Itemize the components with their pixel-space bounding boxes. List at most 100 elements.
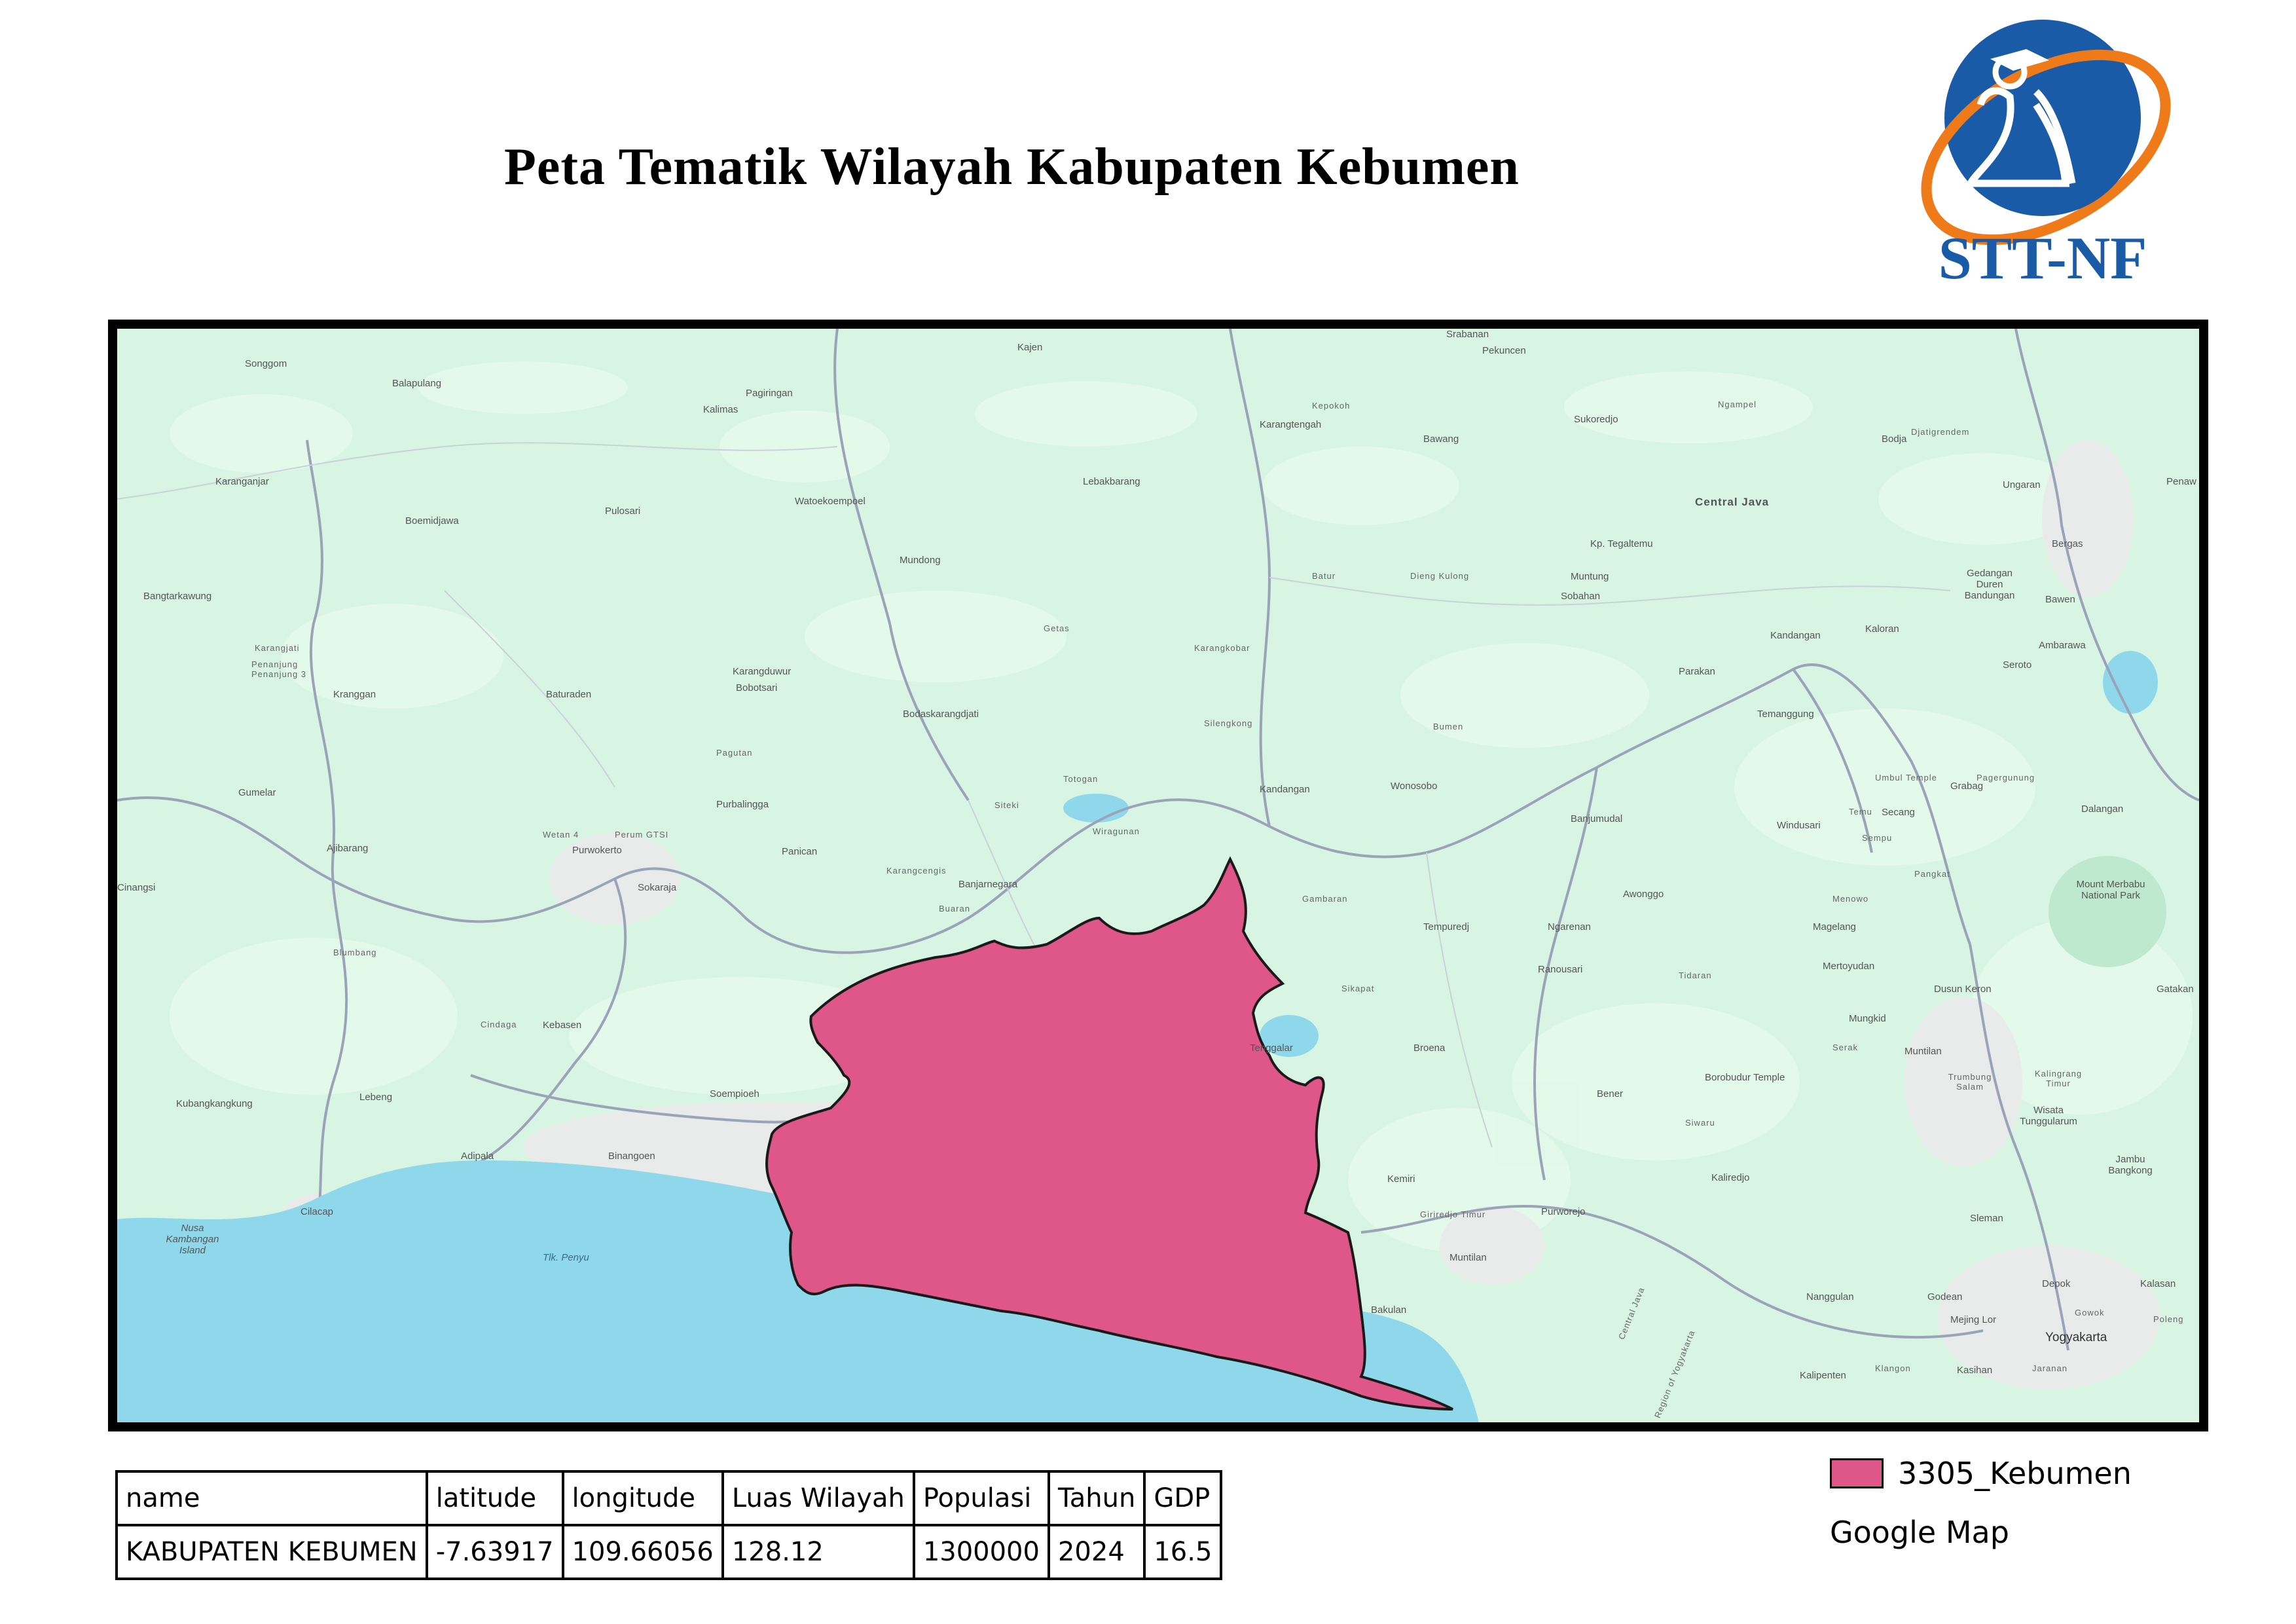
place-label: Sobahan: [1561, 591, 1601, 602]
place-label: Parakan: [1679, 666, 1715, 677]
place-label: Ranousari: [1538, 964, 1583, 975]
place-label: Sleman: [1970, 1213, 2003, 1224]
place-label: Silengkong: [1204, 718, 1253, 728]
place-label: Tlk. Penyu: [543, 1252, 589, 1263]
place-label: Banjumudal: [1571, 813, 1623, 824]
table-cell: KABUPATEN KEBUMEN: [115, 1524, 428, 1580]
column-header: latitude: [425, 1470, 564, 1526]
place-label: Gumelar: [238, 787, 276, 798]
place-label: Ambarawa: [2039, 640, 2086, 651]
place-label: Menowo: [1832, 894, 1869, 904]
place-label: Kajen: [1017, 342, 1043, 353]
place-label: Adipala: [461, 1151, 494, 1162]
place-label: Muntilan: [1904, 1046, 1942, 1057]
place-label: Umbul Temple: [1875, 773, 1937, 783]
place-label: Dieng Kulong: [1410, 571, 1470, 581]
place-label: Perum GTSI: [615, 830, 669, 840]
place-label: Purbalingga: [716, 799, 769, 810]
place-label: Banjarnegara: [958, 879, 1018, 890]
column-header: Luas Wilayah: [721, 1470, 915, 1526]
table-cell: 2024: [1047, 1524, 1146, 1580]
place-label: Muntung: [1571, 571, 1609, 582]
table-cell: 1300000: [912, 1524, 1050, 1580]
place-label: Bakulan: [1371, 1304, 1407, 1316]
place-label: Kalingrang Timur: [2034, 1069, 2083, 1088]
place-label: Kemiri: [1387, 1173, 1415, 1185]
place-label: Kaliredjo: [1711, 1172, 1750, 1183]
place-label: Blumbang: [333, 948, 377, 957]
place-label: Muntilan: [1449, 1252, 1487, 1263]
kebumen-region[interactable]: [765, 856, 1453, 1411]
place-label: Gambaran: [1302, 894, 1348, 904]
place-label: Wonosobo: [1391, 781, 1438, 792]
place-label: Dusun Keron: [1934, 984, 1992, 995]
place-label: Srabanan: [1446, 329, 1489, 340]
place-label: Kasihan: [1957, 1365, 1993, 1376]
place-label: Balapulang: [392, 378, 442, 389]
table-cell: -7.63917: [425, 1524, 564, 1580]
place-label: Kebasen: [543, 1020, 582, 1031]
place-label: Batur: [1312, 571, 1336, 581]
place-label: Karangcengis: [886, 866, 947, 876]
place-label: Kalimas: [703, 404, 738, 415]
place-label: Kp. Tegaltemu: [1590, 538, 1653, 549]
place-label: Bobotsari: [736, 682, 778, 693]
place-label: Siwaru: [1685, 1118, 1715, 1128]
place-label: Gatakan: [2157, 984, 2194, 995]
place-label: Karangtengah: [1260, 419, 1322, 430]
place-label: Wiragunan: [1093, 826, 1140, 836]
place-label: Cinangsi: [117, 882, 156, 893]
legend-swatch: [1830, 1458, 1884, 1488]
place-label: Borobudur Temple: [1705, 1072, 1785, 1083]
attribute-table: name latitude longitude Luas Wilayah Pop…: [115, 1470, 1223, 1580]
place-label: Mejing Lor: [1950, 1314, 1997, 1325]
place-label: Kandangan: [1260, 784, 1310, 795]
place-label: Mertoyudan: [1823, 961, 1875, 972]
place-label: Watoekoempoel: [795, 496, 866, 507]
place-label: Wetan 4: [543, 830, 579, 840]
place-label: Grabag: [1950, 781, 1984, 792]
map-legend: 3305_Kebumen Google Map: [1830, 1450, 2132, 1555]
place-label: Bumen: [1433, 722, 1464, 731]
map-title: Peta Tematik Wilayah Kabupaten Kebumen: [504, 138, 1520, 196]
place-label: Ungaran: [2003, 479, 2041, 490]
place-label: Songgom: [245, 358, 287, 369]
place-label: Central Java: [1695, 496, 1770, 508]
place-label: Kepokoh: [1312, 401, 1351, 411]
column-header: longitude: [561, 1470, 724, 1526]
place-label: Ngarenan: [1548, 921, 1591, 932]
place-label: Baturaden: [546, 689, 592, 700]
logo-text: STT-NF: [1939, 225, 2147, 291]
place-label: Nanggulan: [1806, 1291, 1854, 1302]
place-label: Getas: [1044, 623, 1070, 633]
place-label: Cindaga: [481, 1020, 517, 1029]
place-label: Penanjung Penanjung 3: [251, 659, 307, 679]
column-header: name: [115, 1470, 428, 1526]
legend-label: 3305_Kebumen: [1898, 1456, 2132, 1491]
place-label: Jaranan: [2032, 1363, 2068, 1373]
place-label: Ajibarang: [327, 843, 369, 854]
place-label: Karangduwur: [733, 666, 792, 677]
place-label: Sokaraja: [638, 882, 677, 893]
place-label: Cilacap: [301, 1206, 334, 1217]
place-label: Bergas: [2052, 538, 2083, 549]
basemap: [117, 329, 2199, 1422]
place-label: Magelang: [1813, 921, 1856, 932]
place-label: Bawen: [2045, 594, 2075, 605]
place-label: Lebakbarang: [1083, 476, 1140, 487]
place-label: Windusari: [1777, 820, 1821, 831]
place-label: Karanganjar: [215, 476, 269, 487]
place-label: Lebeng: [359, 1092, 393, 1103]
place-label: Karangkobar: [1194, 643, 1250, 653]
place-label: Klangon: [1875, 1363, 1911, 1373]
place-label: Tempuredj: [1423, 921, 1470, 932]
place-label: Sukoredjo: [1574, 414, 1618, 425]
place-label: Pagiringan: [746, 388, 793, 399]
place-label: Mundong: [900, 555, 941, 566]
place-label: Nusa Kambangan Island: [166, 1223, 219, 1256]
place-label: Depok: [2042, 1278, 2071, 1289]
place-label: Pagergunung: [1977, 773, 2035, 783]
place-label: Temu: [1849, 807, 1872, 817]
place-label: Purwokerto: [572, 845, 622, 856]
place-label: Kubangkangkung: [176, 1098, 253, 1109]
